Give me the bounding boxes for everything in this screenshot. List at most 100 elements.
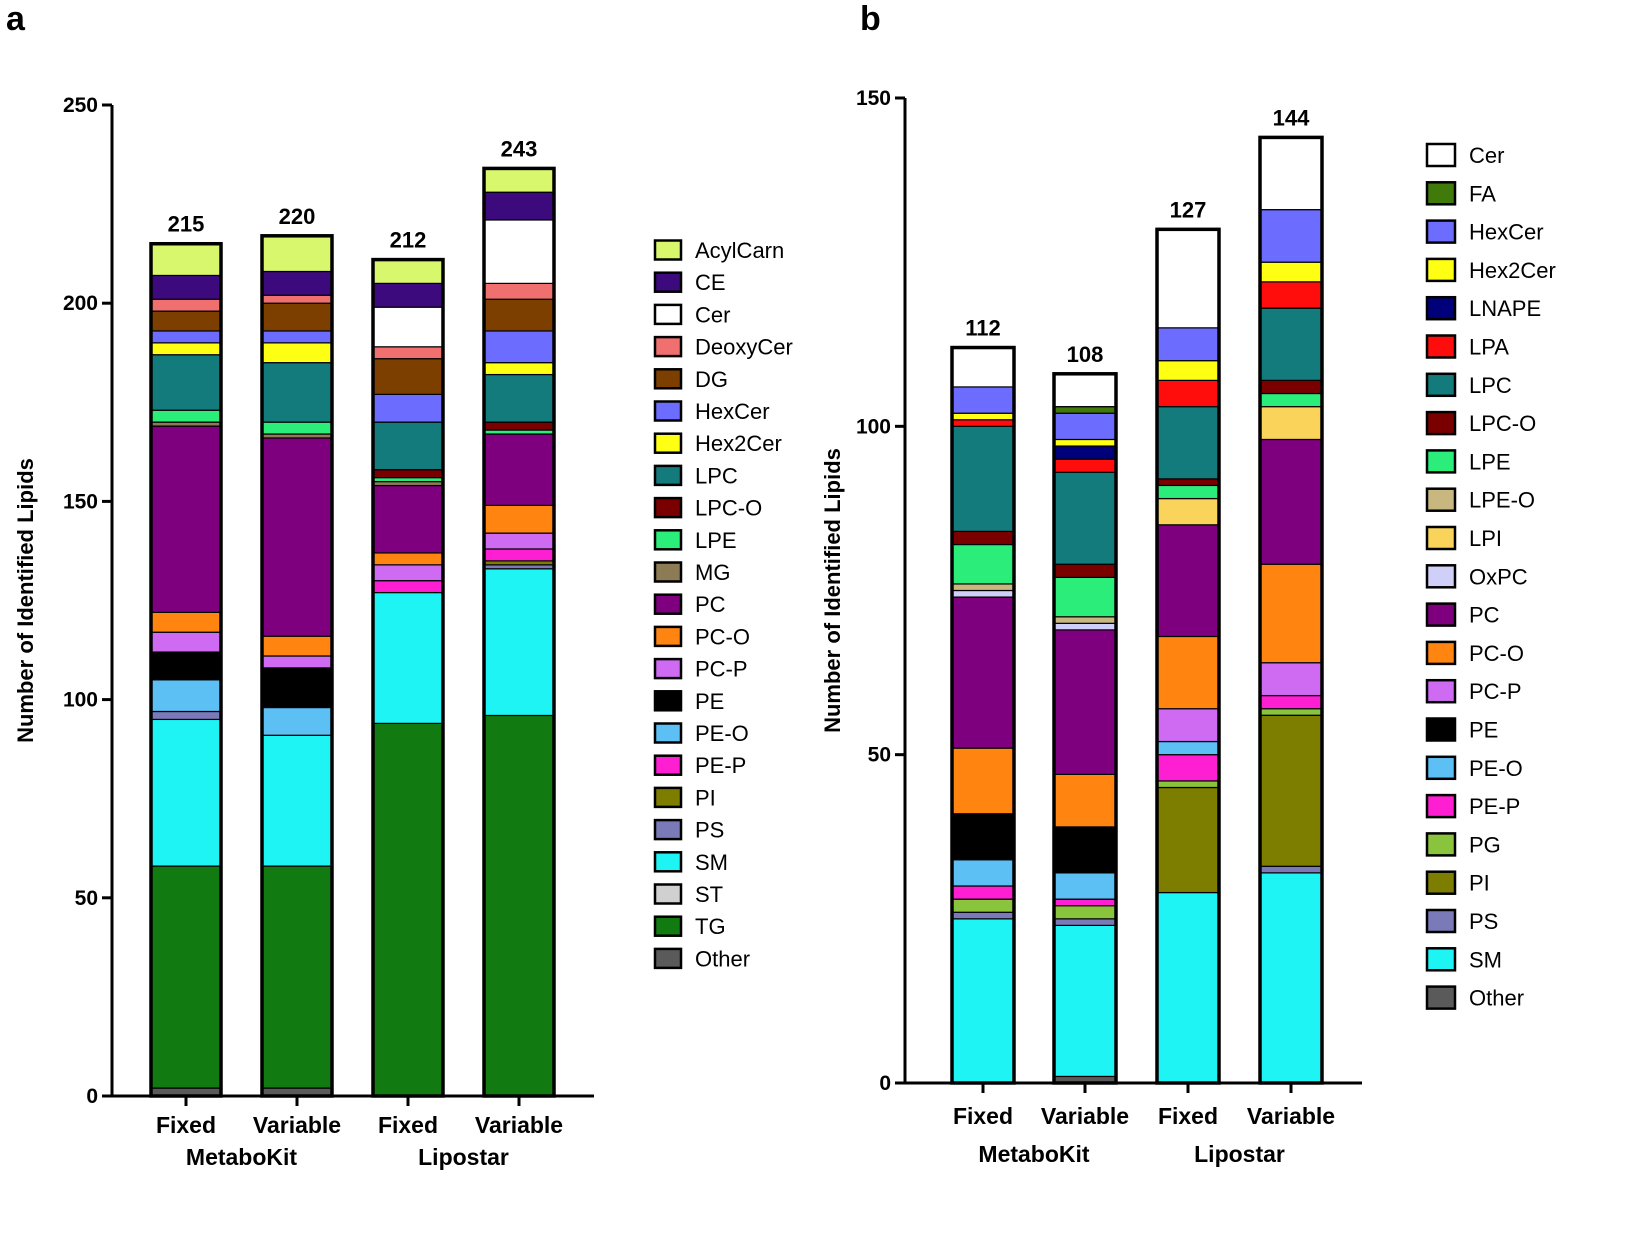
chart-panel-a: Number of Identified Lipids 0 50 100 150 200 2… [13, 94, 793, 1170]
panel-b-segment-oxpc [1053, 622, 1117, 631]
panel-b-segment-pc-p [1259, 662, 1323, 697]
panel-a-segment-hex2cer [483, 362, 555, 376]
panel-b-y-tick-label: 100 [856, 415, 891, 438]
panel-a-legend-item-mg: MG [653, 560, 730, 585]
panel-b-legend-label: LPC [1469, 373, 1512, 398]
panel-b-legend-swatch [1425, 295, 1457, 321]
panel-b-legend-swatch [1425, 717, 1457, 742]
panel-b-legend-label: LPE-O [1469, 488, 1535, 513]
panel-b-legend-label: PC [1469, 603, 1500, 628]
panel-a-legend-swatch [653, 561, 683, 583]
panel-a-segment-pc [261, 437, 333, 637]
panel-b-segment-cer [1053, 373, 1117, 408]
panel-a-legend-label: PS [695, 818, 724, 843]
panel-a-segment-dg [150, 310, 222, 332]
panel-b-segment-pe-p [1259, 694, 1323, 710]
panel-a-segment-deoxycer [261, 294, 333, 304]
panel-b-bar-1 [950, 345, 1016, 1085]
panel-b-segment-pi [1259, 714, 1323, 867]
panel-a-segment-sm [372, 591, 444, 724]
panel-a-legend: AcylCarn CE Cer DeoxyCer DG HexCer Hex2Cer LPC L… [653, 238, 793, 971]
panel-a-legend-item-pc-o: PC-O [653, 624, 750, 649]
panel-b-segment-lpi [1156, 497, 1220, 526]
panel-a-segment-acylcarn [372, 258, 444, 284]
panel-b-segment-ps [1053, 918, 1117, 926]
panel-b-legend-label: HexCer [1469, 220, 1544, 245]
panel-b-segment-hex2cer [951, 412, 1015, 421]
panel-a-segment-dg [372, 358, 444, 395]
panel-b-legend-item-lpi: LPI [1425, 525, 1502, 551]
panel-b-legend-swatch [1425, 181, 1457, 206]
panel-a-legend-swatch [653, 464, 683, 487]
panel-a-segment-acylcarn [261, 235, 333, 273]
panel-b-segment-pi [1156, 786, 1220, 894]
panel-b-legend-item-cer: Cer [1425, 142, 1504, 168]
panel-a-segment-dg [483, 298, 555, 332]
panel-a-segment-cer [372, 306, 444, 348]
panel-a-legend-label: Cer [695, 302, 730, 327]
panel-a-segment-hexcer [483, 330, 555, 364]
panel-b-bar-3 [1155, 227, 1221, 1085]
panel-a-legend-swatch [653, 335, 683, 358]
panel-a-legend-item-pe-p: PE-P [653, 753, 746, 778]
panel-a-legend-swatch [653, 496, 683, 519]
panel-a-segment-pe [150, 651, 222, 681]
panel-a-bar-3 [371, 257, 445, 1098]
panel-a-category-label: Variable [475, 1112, 563, 1138]
panel-b-segment-pc [1259, 438, 1323, 565]
panel-a-segment-lpc [150, 354, 222, 411]
panel-b-legend-swatch [1425, 640, 1457, 666]
panel-b-segment-lpa [1053, 458, 1117, 473]
panel-b-segment-lpc-o [1156, 478, 1220, 487]
panel-b-legend-label: Hex2Cer [1469, 258, 1556, 283]
panel-a-segment-ps [150, 710, 222, 721]
panel-a-legend-label: ST [695, 882, 723, 907]
panel-b-legend-swatch [1425, 525, 1457, 551]
panel-b-legend-label: FA [1469, 181, 1496, 206]
panel-b-y-axis-title: Number of Identified Lipids [820, 448, 845, 733]
panel-a-segment-lpc-o [372, 469, 444, 479]
panel-a-legend-swatch [653, 271, 683, 293]
panel-b-legend-label: PE-P [1469, 794, 1520, 819]
panel-b-legend-label: PC-O [1469, 641, 1524, 666]
panel-b-segment-pe-p [1053, 898, 1117, 907]
panel-a-segment-hexcer [261, 330, 333, 344]
panel-a-y-tick-label: 200 [63, 292, 98, 315]
panel-a-segment-deoxycer [150, 298, 222, 312]
panel-a-segment-deoxycer [483, 282, 555, 300]
panel-b-segment-lnape [1053, 445, 1117, 460]
panel-a-legend-item-lpc-o: LPC-O [653, 496, 762, 521]
panel-a-segment-cer [483, 219, 555, 284]
panel-a-y-axis-title: Number of Identified Lipids [13, 458, 38, 743]
panel-a-segment-tg [483, 714, 555, 1097]
panel-b-legend-swatch [1425, 832, 1457, 857]
panel-b-segment-cer [1156, 228, 1220, 329]
panel-b-legend-item-pc: PC [1425, 602, 1500, 628]
panel-a-segment-pe-p [483, 548, 555, 562]
panel-b-legend-swatch [1425, 870, 1457, 895]
panel-b-segment-pc-p [1156, 708, 1220, 743]
panel-a-segment-pc-p [372, 564, 444, 582]
panel-b-segment-hexcer [1259, 209, 1323, 263]
panel-b-segment-cer [1259, 136, 1323, 211]
panel-b-segment-lpc [1156, 406, 1220, 480]
panel-a-legend-item-pe-o: PE-O [653, 721, 749, 746]
panel-a-legend-label: LPC [695, 463, 738, 488]
panel-b-segment-pc-o [1259, 563, 1323, 664]
panel-b-segment-fa [1053, 406, 1117, 414]
panel-a-y-tick-label: 0 [86, 1085, 98, 1108]
panel-b-segment-lpe [1259, 392, 1323, 408]
panel-a-legend-label: LPC-O [695, 496, 762, 521]
panel-a-total-label: 215 [168, 212, 205, 237]
panel-b-legend-swatch [1425, 449, 1457, 474]
panel-a-legend-swatch [653, 368, 683, 390]
panel-b-segment-pe [951, 813, 1015, 861]
panel-a-legend-swatch [653, 947, 683, 970]
panel-a-legend-label: SM [695, 850, 728, 875]
panel-a-segment-sm [261, 734, 333, 867]
panel-b-legend-item-oxpc: OxPC [1425, 564, 1528, 589]
panel-b-group-label-metabokit: MetaboKit [978, 1141, 1090, 1167]
panel-b-segment-lpa [1156, 379, 1220, 408]
panel-a-legend-label: PC-P [695, 657, 748, 682]
panel-a-legend-item-pe: PE [653, 689, 724, 714]
